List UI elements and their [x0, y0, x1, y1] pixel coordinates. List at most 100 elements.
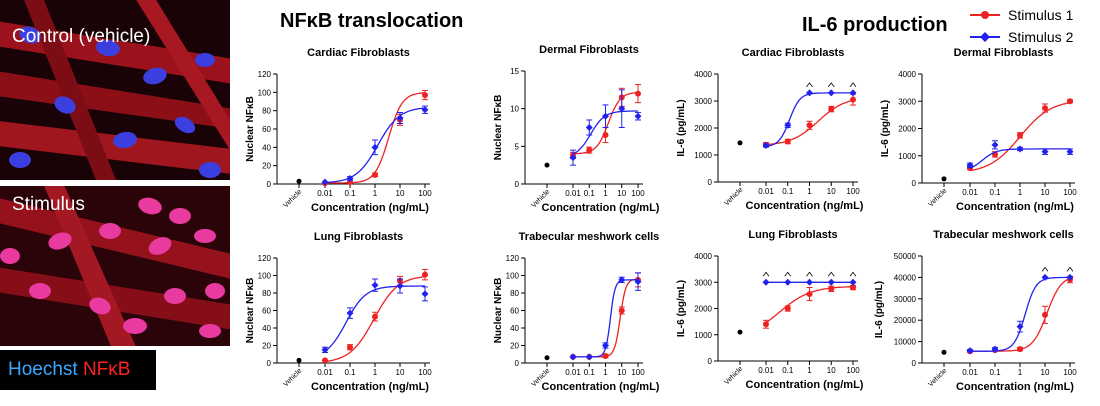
x-tick-label: 0.1 — [989, 188, 1001, 197]
x-tick-label: 100 — [1063, 368, 1077, 377]
x-tick-label: 0.1 — [344, 368, 356, 377]
x-tick-label: 10 — [396, 368, 405, 377]
y-tick-label: 2000 — [694, 305, 712, 314]
y-tick-label: 80 — [262, 107, 271, 116]
x-axis-label: Concentration (ng/mL) — [311, 381, 429, 393]
chart-1: Cardiac Fibroblasts 0 20 40 60 80 100 120 Nuclea… — [245, 47, 432, 214]
legend-item-stimulus-2: Stimulus 2 — [970, 26, 1073, 48]
y-tick-label: 3000 — [898, 97, 916, 106]
data-point — [763, 321, 769, 328]
y-tick-label: 40 — [510, 324, 519, 333]
data-point — [321, 178, 329, 186]
y-tick-label: 10 — [510, 105, 519, 114]
x-tick-label: 0.01 — [317, 189, 333, 198]
data-point — [618, 276, 626, 284]
data-point — [1017, 132, 1023, 139]
data-point — [827, 89, 835, 97]
caret-mark — [1066, 266, 1074, 272]
y-tick-label: 1000 — [694, 151, 712, 160]
y-tick-label: 3000 — [694, 97, 712, 106]
y-tick-label: 2000 — [898, 125, 916, 134]
vehicle-point — [544, 355, 550, 361]
y-tick-label: 50000 — [894, 252, 917, 261]
x-tick-label: 1 — [807, 366, 812, 375]
chart-title: Lung Fibroblasts — [748, 229, 837, 241]
caret-mark — [1041, 266, 1049, 272]
chart-5: Lung Fibroblasts 0 20 40 60 80 100 120 Nuclear N… — [245, 231, 432, 393]
x-tick-label: 10 — [827, 366, 836, 375]
chart-4: Dermal Fibroblasts 0 1000 2000 3000 4000 IL-6 … — [880, 47, 1077, 213]
data-point — [1042, 311, 1048, 318]
data-point — [602, 353, 609, 359]
vehicle-point — [737, 329, 743, 335]
series-1 — [967, 98, 1073, 172]
legend-marker-stimulus-1 — [970, 11, 1000, 19]
caret-mark — [849, 82, 857, 88]
stain-legend: Hoechst NFκB — [0, 350, 156, 390]
chart-6: Trabecular meshwork cells 0 20 40 60 80 100 120… — [493, 231, 660, 393]
data-point — [1016, 145, 1024, 153]
y-axis-label: IL-6 (pg/mL) — [880, 100, 891, 157]
series-2 — [321, 105, 429, 186]
chart-title: Trabecular meshwork cells — [519, 231, 660, 243]
chart-title: Dermal Fibroblasts — [954, 47, 1054, 59]
y-axis-label: Nuclear NFκB — [245, 96, 256, 162]
x-tick-label: 1 — [373, 368, 378, 377]
data-point — [618, 105, 626, 113]
data-point — [585, 124, 593, 131]
x-tick-label: 0.01 — [758, 366, 774, 375]
data-point — [421, 106, 429, 114]
data-point — [1017, 346, 1023, 353]
x-tick-label: 100 — [846, 366, 860, 375]
y-tick-label: 120 — [506, 254, 520, 263]
x-tick-label-vehicle: Vehicle — [723, 186, 744, 207]
series-2 — [762, 89, 857, 150]
x-tick-label: 1 — [603, 189, 608, 198]
y-tick-label: 2000 — [694, 124, 712, 133]
caret-mark — [827, 271, 835, 277]
chart-title: Cardiac Fibroblasts — [307, 47, 410, 59]
data-point — [784, 305, 791, 312]
x-tick-label: 10 — [1041, 188, 1050, 197]
data-point — [1042, 105, 1048, 112]
y-tick-label: 4000 — [694, 70, 712, 79]
legend-label-stimulus-2: Stimulus 2 — [1008, 29, 1074, 45]
data-point — [806, 122, 813, 129]
x-tick-label: 0.1 — [344, 189, 356, 198]
data-point — [396, 282, 404, 290]
x-tick-label-vehicle: Vehicle — [927, 367, 948, 388]
series-2 — [569, 89, 642, 166]
y-tick-label: 4000 — [898, 70, 916, 79]
legend-marker-stimulus-2 — [970, 32, 1000, 42]
data-point — [421, 290, 429, 298]
x-tick-label: 0.01 — [565, 368, 581, 377]
data-point — [602, 132, 609, 139]
micrograph-stimulus-image — [0, 186, 230, 346]
data-point — [806, 89, 813, 97]
data-point — [806, 278, 813, 286]
y-tick-label: 4000 — [694, 252, 712, 261]
x-tick-label: 100 — [418, 368, 432, 377]
x-tick-label: 0.01 — [565, 189, 581, 198]
data-point — [422, 271, 428, 278]
x-axis-label: Concentration (ng/mL) — [542, 202, 660, 214]
data-point — [321, 346, 329, 354]
y-tick-label: 60 — [262, 125, 271, 134]
x-tick-label: 1 — [807, 187, 812, 196]
series-2 — [321, 278, 429, 354]
data-point — [784, 121, 792, 129]
vehicle-point — [941, 349, 947, 355]
x-tick-label: 10 — [1041, 368, 1050, 377]
chart-3: Cardiac Fibroblasts 0 1000 2000 3000 4000 IL-6… — [676, 47, 864, 212]
y-tick-label: 0 — [708, 357, 713, 366]
y-tick-label: 20 — [510, 342, 519, 351]
caret-mark — [806, 271, 813, 277]
chart-title: Cardiac Fibroblasts — [742, 47, 845, 59]
y-tick-label: 10000 — [894, 338, 917, 347]
data-point — [1016, 323, 1024, 331]
y-tick-label: 100 — [506, 272, 520, 281]
x-tick-label: 0.01 — [758, 187, 774, 196]
fit-curve — [765, 92, 853, 147]
series-1 — [322, 90, 428, 187]
